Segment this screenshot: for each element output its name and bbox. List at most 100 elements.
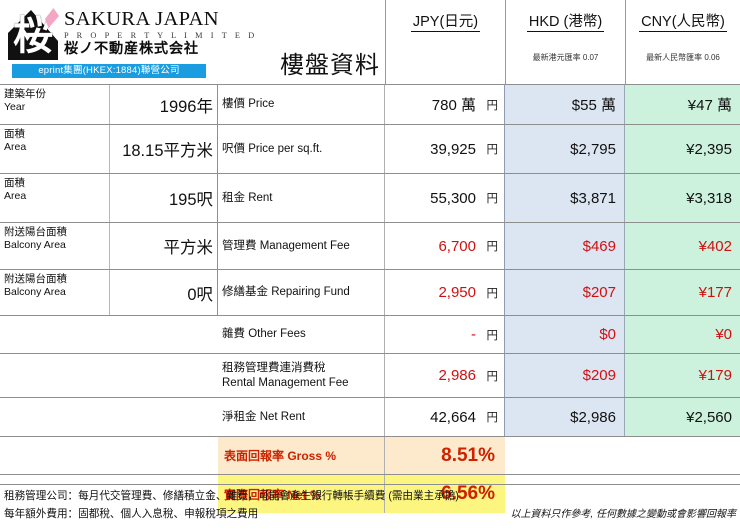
brand-block: 桜 SAKURA JAPAN P R O P E R T Y L I M I T… <box>0 0 254 84</box>
finance-cny-cell: ¥47 萬 <box>625 85 740 124</box>
yield-row-net: 實際回報率 Net % 6.56% <box>0 474 740 513</box>
finance-hkd-cell: $469 <box>505 223 625 269</box>
empty-left-cell <box>0 475 218 513</box>
finance-cny-cell: ¥2,395 <box>625 125 740 173</box>
finance-item-label: 呎價 Price per sq.ft. <box>222 142 323 155</box>
finance-hkd-cell: $207 <box>505 270 625 315</box>
jpy-value: 2,986 <box>438 367 476 384</box>
fact-label-cell: 附送陽台面積 Balcony Area <box>0 223 110 269</box>
jpy-unit: 円 <box>486 144 499 156</box>
column-header-jpy: JPY(日元) <box>385 0 505 84</box>
fact-label-en: Area <box>4 190 27 203</box>
cny-value: ¥179 <box>698 367 732 384</box>
jpy-unit: 円 <box>486 193 499 205</box>
hkd-value: $2,795 <box>570 140 616 158</box>
empty-left-cell <box>0 316 218 353</box>
table-row: 附送陽台面積 Balcony Area 平方米 管理費 Management F… <box>0 222 740 269</box>
jpy-unit: 円 <box>486 287 499 300</box>
finance-item-label-cn: 租務管理費連消費稅 <box>222 362 326 375</box>
fact-value-cell: 195呎 <box>110 174 218 222</box>
currency-name-jpy: JPY(日元) <box>410 14 481 32</box>
logo-row: 桜 SAKURA JAPAN P R O P E R T Y L I M I T… <box>6 6 254 62</box>
fact-label-cn: 附送陽台面積 <box>4 273 67 285</box>
currency-rate-hkd: 最新港元匯率 0.07 <box>532 53 599 62</box>
fact-value-cell: 0呎 <box>110 270 218 315</box>
column-header-hkd: HKD (港幣) 最新港元匯率 0.07 <box>505 0 625 84</box>
finance-item-label-en: Rental Management Fee <box>222 376 349 389</box>
brand-name-main: SAKURA JAPAN <box>64 8 219 30</box>
finance-item-cell: 租務管理費連消費稅 Rental Management Fee <box>218 354 385 397</box>
finance-item-cell: 淨租金 Net Rent <box>218 398 385 436</box>
cny-value: ¥402 <box>698 237 732 255</box>
gross-yield-label-cell: 表面回報率 Gross % <box>218 437 385 474</box>
fact-label-cell: 面積 Area <box>0 174 110 222</box>
jpy-unit: 円 <box>486 99 499 112</box>
table-row: 建築年份 Year 1996年 樓價 Price 780 萬 円 $55 萬 ¥… <box>0 84 740 124</box>
jpy-inner: 780 萬 円 <box>385 85 504 124</box>
empty-right-cell <box>505 437 740 474</box>
table-row: 雜費 Other Fees - 円 $0 ¥0 <box>0 315 740 353</box>
finance-item-cell: 修繕基金 Repairing Fund <box>218 270 385 315</box>
footer-note-1: 租務管理公司：每月代交管理費、修繕積立金、雜費，可能會產生銀行轉帳手續費 (需由… <box>4 490 459 502</box>
fact-value-cell: 平方米 <box>110 223 218 269</box>
finance-item-label: 租金 Rent <box>222 191 273 204</box>
empty-left-cell <box>0 437 218 474</box>
cny-value: ¥47 萬 <box>687 97 732 114</box>
finance-item-cell: 呎價 Price per sq.ft. <box>218 125 385 173</box>
jpy-value: - <box>471 326 476 343</box>
page-title: 樓盤資料 <box>280 51 380 79</box>
finance-cny-cell: ¥179 <box>625 354 740 397</box>
brand-name-jp: 桜ノ不動産株式会社 <box>64 41 199 58</box>
finance-item-label: 修繕基金 Repairing Fund <box>222 286 350 299</box>
finance-hkd-cell: $3,871 <box>505 174 625 222</box>
finance-item-label: 管理費 Management Fee <box>222 239 350 252</box>
table-row: 淨租金 Net Rent 42,664 円 $2,986 ¥2,560 <box>0 397 740 436</box>
empty-right-cell <box>505 475 740 513</box>
fact-label-en: Area <box>4 141 27 154</box>
fact-label-cn: 面積 <box>4 128 25 140</box>
finance-hkd-cell: $2,986 <box>505 398 625 436</box>
sakura-logo-icon: 桜 <box>6 8 60 62</box>
finance-jpy-cell: - 円 <box>385 316 505 353</box>
finance-jpy-cell: 780 萬 円 <box>385 85 505 124</box>
fact-label-cell: 建築年份 Year <box>0 85 110 124</box>
fact-label-cell: 附送陽台面積 Balcony Area <box>0 270 110 315</box>
table-row: 附送陽台面積 Balcony Area 0呎 修繕基金 Repairing Fu… <box>0 269 740 315</box>
finance-hkd-cell: $2,795 <box>505 125 625 173</box>
net-yield-label-cell: 實際回報率 Net % <box>218 475 385 513</box>
finance-jpy-cell: 42,664 円 <box>385 398 505 436</box>
finance-jpy-cell: 6,700 円 <box>385 223 505 269</box>
empty-left-cell <box>0 354 218 397</box>
finance-jpy-cell: 2,950 円 <box>385 270 505 315</box>
finance-item-label: 淨租金 Net Rent <box>222 410 306 423</box>
finance-jpy-cell: 2,986 円 <box>385 354 505 397</box>
hkd-value: $207 <box>582 284 616 301</box>
hkd-value: $55 萬 <box>571 97 616 114</box>
cny-value: ¥177 <box>698 284 732 301</box>
jpy-inner: 2,950 円 <box>385 270 504 315</box>
gross-yield-value: 8.51% <box>441 444 495 466</box>
jpy-value: 780 萬 <box>431 97 476 114</box>
fact-label-cell: 面積 Area <box>0 125 110 173</box>
jpy-value: 39,925 <box>430 140 476 158</box>
footer-note-2: 每年額外費用：固都稅、個人入息稅、申報稅項之費用 <box>4 508 259 521</box>
finance-item-cell: 樓價 Price <box>218 85 385 124</box>
fact-value: 0呎 <box>187 285 213 304</box>
fact-value: 1996年 <box>159 97 213 116</box>
currency-rate-cny: 最新人民幣匯率 0.06 <box>646 53 720 62</box>
currency-name-cny: CNY(人民幣) <box>639 14 727 32</box>
hkd-value: $469 <box>582 237 616 255</box>
jpy-inner: 2,986 円 <box>385 354 504 397</box>
hkd-value: $2,986 <box>570 408 616 426</box>
fact-value: 平方米 <box>163 239 214 257</box>
finance-hkd-cell: $55 萬 <box>505 85 625 124</box>
brand-text: SAKURA JAPAN P R O P E R T Y L I M I T E… <box>60 6 257 59</box>
finance-hkd-cell: $0 <box>505 316 625 353</box>
fact-label-en: Balcony Area <box>4 286 66 299</box>
jpy-value: 6,700 <box>438 237 476 255</box>
finance-cny-cell: ¥177 <box>625 270 740 315</box>
data-grid: 建築年份 Year 1996年 樓價 Price 780 萬 円 $55 萬 ¥… <box>0 84 740 513</box>
cny-value: ¥2,395 <box>686 140 732 158</box>
table-row: 面積 Area 18.15平方米 呎價 Price per sq.ft. 39,… <box>0 124 740 173</box>
